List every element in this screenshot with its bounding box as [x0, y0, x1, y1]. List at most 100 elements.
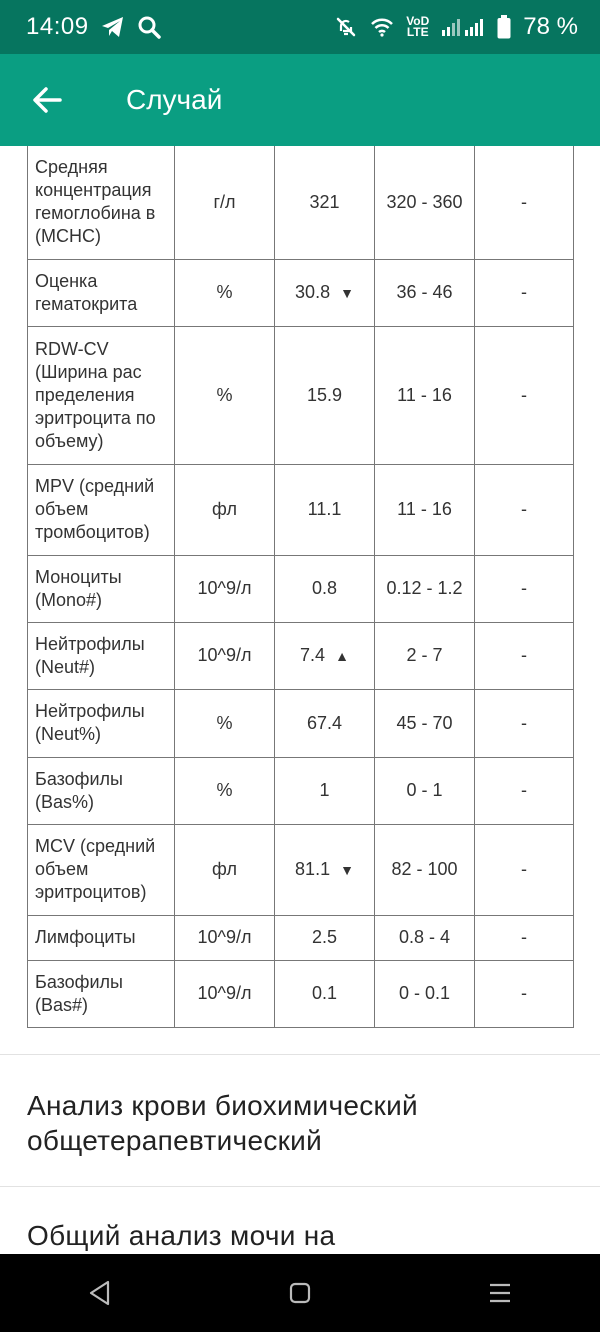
test-unit: фл — [174, 463, 275, 556]
test-reference: 11 - 16 — [374, 463, 475, 556]
search-icon — [137, 15, 161, 39]
nav-home-button[interactable] — [260, 1263, 340, 1323]
table-row: MCV (средний объем эритроцитов) фл 81.1 ▼… — [27, 823, 574, 916]
test-reference: 2 - 7 — [374, 621, 475, 690]
test-value-text: 2.5 — [311, 927, 338, 947]
wifi-icon — [370, 17, 394, 37]
triangle-back-icon — [88, 1280, 112, 1306]
test-reference: 320 - 360 — [374, 146, 475, 260]
test-unit: % — [174, 325, 275, 465]
status-time: 14:09 — [26, 13, 89, 40]
recents-icon — [488, 1281, 512, 1305]
test-reference: 0 - 1 — [374, 756, 475, 825]
app-bar: Случай — [0, 54, 600, 146]
nav-back-button[interactable] — [60, 1263, 140, 1323]
table-row: Нейтрофилы (Neut#) 10^9/л 7.4 ▲ 2 - 7 - — [27, 621, 574, 690]
test-name: MCV (средний объем эритроцитов) — [27, 823, 175, 916]
test-value: 1 — [274, 756, 375, 825]
test-note: - — [474, 959, 574, 1028]
test-name: Нейтрофилы (Neut#) — [27, 621, 175, 690]
table-row: Базофилы (Bas%) % 1 0 - 1 - — [27, 756, 574, 825]
square-home-icon — [288, 1281, 312, 1305]
test-value-text: 1 — [319, 780, 330, 800]
telegram-icon — [101, 16, 125, 38]
signal-icon — [441, 17, 485, 37]
test-value: 7.4 ▲ — [274, 621, 375, 690]
arrow-up-icon: ▲ — [335, 647, 349, 664]
test-reference: 45 - 70 — [374, 688, 475, 758]
test-name: Нейтрофилы (Neut%) — [27, 688, 175, 758]
test-value-text: 81.1 — [295, 858, 331, 879]
test-unit: г/л — [174, 146, 275, 260]
test-unit: 10^9/л — [174, 554, 275, 623]
test-note: - — [474, 756, 574, 825]
case-content[interactable]: Средняя концентрация гемоглобина в (MCHC… — [0, 146, 600, 1254]
test-reference: 11 - 16 — [374, 325, 475, 465]
test-name: Базофилы (Bas%) — [27, 756, 175, 825]
test-value: 15.9 — [274, 325, 375, 465]
test-note: - — [474, 914, 574, 961]
table-row: RDW-CV (Ширина рас пределения эритроцита… — [27, 325, 574, 465]
arrow-left-icon — [32, 86, 62, 114]
section-urinalysis[interactable]: Общий анализ мочи на — [27, 1220, 336, 1251]
test-value: 67.4 — [274, 688, 375, 758]
test-note: - — [474, 621, 574, 690]
test-value: 2.5 — [274, 914, 375, 961]
test-reference: 0 - 0.1 — [374, 959, 475, 1028]
section-divider — [0, 1054, 600, 1055]
arrow-down-icon: ▼ — [340, 861, 354, 878]
test-reference: 82 - 100 — [374, 823, 475, 916]
test-value-text: 15.9 — [306, 384, 343, 405]
test-unit: 10^9/л — [174, 959, 275, 1028]
test-value-text: 67.4 — [306, 712, 343, 733]
test-note: - — [474, 258, 574, 327]
test-reference: 0.8 - 4 — [374, 914, 475, 961]
table-row: Средняя концентрация гемоглобина в (MCHC… — [27, 146, 574, 260]
table-row: Оценка гематокрита % 30.8 ▼ 36 - 46 - — [27, 258, 574, 327]
test-note: - — [474, 823, 574, 916]
section-divider — [0, 1186, 600, 1187]
status-bar-right: VoD LTE 78 % — [334, 13, 578, 41]
test-value-text: 321 — [309, 191, 340, 212]
test-unit: % — [174, 756, 275, 825]
test-name: Моноциты (Mono#) — [27, 554, 175, 623]
test-unit: % — [174, 258, 275, 327]
test-value: 0.8 — [274, 554, 375, 623]
test-value-text: 30.8 — [295, 281, 331, 302]
test-note: - — [474, 463, 574, 556]
test-value-text: 0.8 — [311, 578, 338, 598]
system-navigation-bar — [0, 1254, 600, 1332]
test-value-text: 11.1 — [307, 499, 342, 519]
test-value-text: 7.4 — [300, 644, 326, 665]
back-button[interactable] — [16, 69, 78, 131]
table-row: Моноциты (Mono#) 10^9/л 0.8 0.12 - 1.2 - — [27, 554, 574, 623]
test-name: MPV (средний объем тромбоцитов) — [27, 463, 175, 556]
test-value: 321 — [274, 146, 375, 260]
test-value: 11.1 — [274, 463, 375, 556]
network-type-bottom: LTE — [406, 25, 429, 39]
test-name: Оценка гематокрита — [27, 258, 175, 327]
test-value: 81.1 ▼ — [274, 823, 375, 916]
section-biochemistry[interactable]: Анализ крови биохимический общетерапевти… — [27, 1090, 418, 1156]
test-name: Лимфоциты — [27, 914, 175, 961]
arrow-down-icon: ▼ — [340, 284, 354, 301]
results-table: Средняя концентрация гемоглобина в (MCHC… — [27, 146, 574, 1028]
test-value: 30.8 ▼ — [274, 258, 375, 327]
status-bar-left: 14:09 — [26, 13, 161, 41]
test-note: - — [474, 688, 574, 758]
page-title: Случай — [126, 84, 223, 115]
battery-percentage: 78 % — [523, 13, 578, 40]
test-unit: 10^9/л — [174, 914, 275, 961]
test-value-text: 0.1 — [311, 983, 338, 1003]
test-note: - — [474, 554, 574, 623]
nav-recents-button[interactable] — [460, 1263, 540, 1323]
network-type: VoD LTE — [406, 14, 430, 39]
table-row: Лимфоциты 10^9/л 2.5 0.8 - 4 - — [27, 914, 574, 961]
status-bar: 14:09 VoD LTE 78 % — [0, 0, 600, 54]
vibrate-off-icon — [334, 15, 358, 39]
network-type-top: VoD — [406, 14, 430, 28]
test-value: 0.1 — [274, 959, 375, 1028]
table-row: Нейтрофилы (Neut%) % 67.4 45 - 70 - — [27, 688, 574, 758]
test-reference: 36 - 46 — [374, 258, 475, 327]
test-unit: фл — [174, 823, 275, 916]
